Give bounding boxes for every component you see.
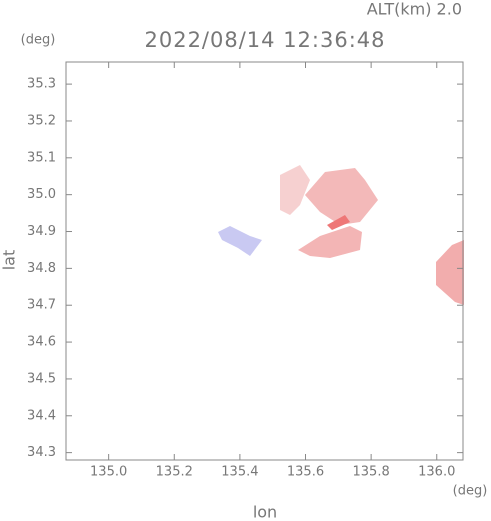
echo-blob	[298, 226, 362, 258]
y-tick-label: 34.6	[27, 335, 56, 350]
echo-blob	[218, 226, 262, 256]
y-tick-label: 34.7	[27, 298, 56, 313]
y-tick-label: 35.0	[27, 187, 56, 202]
y-tick-label: 34.8	[27, 261, 56, 276]
x-axis-label: lon	[253, 503, 277, 521]
x-tick-label: 136.0	[418, 465, 455, 480]
echo-blob	[436, 240, 464, 305]
x-tick-label: 135.0	[90, 465, 127, 480]
y-tick-label: 34.4	[27, 408, 56, 423]
y-tick-label: 35.3	[27, 77, 56, 92]
y-axis-label: lat	[0, 250, 19, 271]
y-unit: (deg)	[21, 33, 56, 48]
plot-frame	[65, 61, 464, 461]
x-tick-label: 135.4	[221, 465, 258, 480]
x-unit: (deg)	[453, 484, 488, 499]
echo-blob	[280, 165, 310, 215]
y-tick-label: 34.5	[27, 371, 56, 386]
x-tick-label: 135.2	[156, 465, 193, 480]
chart-title: 2022/08/14 12:36:48	[144, 28, 385, 52]
subtitle: ALT(km) 2.0	[367, 0, 462, 19]
x-tick-label: 135.6	[287, 465, 324, 480]
y-tick-label: 35.1	[27, 150, 56, 165]
echo-blob	[327, 215, 350, 230]
y-tick-label: 35.2	[27, 113, 56, 128]
echo-blob	[305, 168, 378, 225]
y-tick-label: 34.3	[27, 445, 56, 460]
y-tick-label: 34.9	[27, 224, 56, 239]
echo-field	[218, 165, 464, 305]
x-tick-label: 135.8	[353, 465, 390, 480]
